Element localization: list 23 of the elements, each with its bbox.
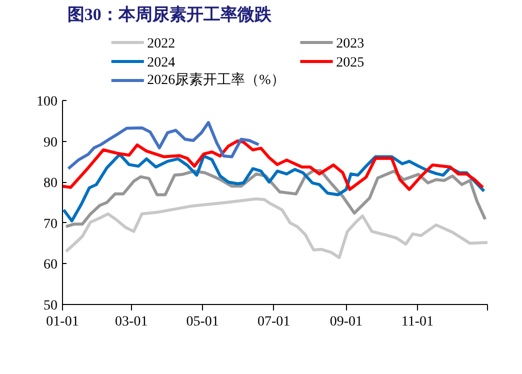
x-tick-label: 09-01 <box>330 314 363 330</box>
legend-label: 2022 <box>147 36 176 52</box>
line-series <box>64 169 487 228</box>
y-tick-label: 60 <box>44 258 58 273</box>
chart-title: 图30：本周尿素开工率微跌 <box>67 5 272 24</box>
x-tick-label: 01-01 <box>46 314 79 330</box>
line-series <box>62 152 486 222</box>
y-tick-label: 70 <box>44 216 58 232</box>
line-series <box>66 121 260 170</box>
line-series <box>62 139 484 191</box>
x-tick-label: 03-01 <box>115 314 148 330</box>
y-tick-label: 50 <box>44 298 58 314</box>
y-tick-label: 100 <box>36 94 58 110</box>
legend-label: 2024 <box>147 56 176 70</box>
line-series <box>64 197 488 260</box>
x-tick-label: 05-01 <box>186 314 219 330</box>
legend-label: 2026尿素开工率（%） <box>147 72 285 88</box>
x-tick-label: 07-01 <box>258 314 290 330</box>
y-tick-label: 80 <box>44 176 58 192</box>
y-tick-label: 90 <box>44 135 58 150</box>
x-tick-label: 11-01 <box>401 314 434 330</box>
legend-label: 2025 <box>336 56 364 70</box>
legend-label: 2023 <box>336 36 364 52</box>
